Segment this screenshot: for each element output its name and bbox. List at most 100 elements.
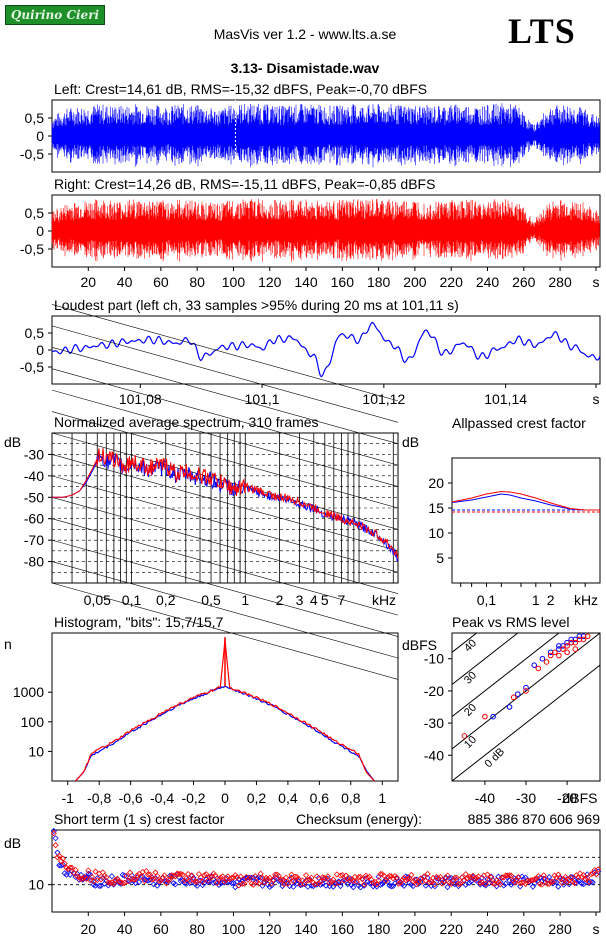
short-term-point-right bbox=[595, 866, 602, 873]
short-term-point-right bbox=[531, 876, 538, 883]
loudest-part-xtick-label: 101,08 bbox=[119, 391, 162, 407]
histogram-xtick-label: 0,6 bbox=[310, 790, 330, 806]
short-term-frame bbox=[51, 829, 601, 913]
short-term-point-right bbox=[313, 873, 320, 880]
short-term-point-right bbox=[513, 876, 520, 883]
histogram-xtick-label: 0,8 bbox=[341, 790, 361, 806]
short-term-point-right bbox=[468, 874, 475, 881]
short-term-point-right bbox=[333, 871, 340, 878]
short-term-point-right bbox=[584, 874, 591, 882]
short-term-point-right bbox=[373, 881, 380, 888]
peak-rms-point-left bbox=[506, 704, 513, 710]
short-term-point-left bbox=[333, 880, 340, 887]
short-term-point-left bbox=[96, 882, 103, 889]
short-term-point-left bbox=[386, 882, 393, 889]
spectrum-title: Normalized average spectrum, 310 frames bbox=[54, 414, 319, 430]
short-term-point-right bbox=[175, 870, 183, 878]
short-term-xtick-label: 20 bbox=[81, 921, 97, 937]
peak-rms-xtick-label: -40 bbox=[475, 790, 495, 806]
short-term-point-right bbox=[473, 874, 480, 882]
spectrum-slope-line bbox=[51, 496, 399, 595]
peak-rms-point-right bbox=[572, 639, 579, 646]
short-term-point-left bbox=[306, 876, 313, 883]
short-term-point-left bbox=[351, 879, 359, 886]
spectrum-ytick-label: -80 bbox=[24, 554, 44, 570]
short-term-point-right bbox=[54, 854, 61, 861]
short-term-point-right bbox=[444, 872, 451, 879]
short-term-point-right bbox=[402, 877, 409, 884]
short-term-point-right bbox=[587, 871, 594, 878]
short-term-point-right bbox=[257, 870, 264, 877]
short-term-point-right bbox=[185, 870, 192, 878]
short-term-point-right bbox=[201, 872, 208, 879]
peak-rms-point-left bbox=[490, 713, 496, 720]
right-waveform-ytick-label: -0,5 bbox=[20, 241, 44, 257]
spectrum-xtick-label: 0,05 bbox=[84, 592, 111, 608]
short-term-point-left bbox=[317, 881, 324, 888]
short-term-point-left bbox=[190, 874, 197, 881]
histogram-xtick-label: 0 bbox=[221, 790, 229, 806]
right-waveform-signal bbox=[51, 198, 600, 262]
short-term-point-right bbox=[404, 875, 411, 883]
histogram-series-left bbox=[75, 685, 375, 782]
spectrum-slope-line bbox=[51, 561, 399, 659]
peak-rms-point-left bbox=[514, 691, 521, 697]
short-term-point-left bbox=[346, 875, 353, 882]
right-waveform-xtick-label: 220 bbox=[440, 274, 464, 290]
peak-rms-xtick-label: -20 bbox=[557, 790, 577, 806]
short-term-point-left bbox=[578, 880, 585, 887]
spectrum-xtick-label: 2 bbox=[276, 592, 284, 608]
short-term-point-right bbox=[326, 880, 333, 887]
short-term-point-right bbox=[413, 881, 420, 888]
short-term-point-right bbox=[146, 871, 154, 878]
short-term-point-right bbox=[426, 879, 433, 886]
right-waveform-xtick-label: 160 bbox=[331, 274, 355, 290]
short-term-point-right bbox=[137, 873, 144, 880]
short-term-point-left bbox=[206, 878, 213, 885]
short-term-point-right bbox=[170, 872, 177, 879]
short-term-point-left bbox=[444, 883, 451, 891]
short-term-point-left bbox=[235, 876, 242, 883]
short-term-point-left bbox=[293, 880, 301, 887]
short-term-point-right bbox=[420, 873, 428, 880]
short-term-point-right bbox=[557, 875, 564, 882]
checksum-value: 885 386 870 606 969 bbox=[468, 811, 601, 827]
short-term-point-right bbox=[59, 855, 66, 862]
histogram-xtick-label: -0,4 bbox=[150, 790, 174, 806]
loudest-part-ytick-label: -0,5 bbox=[20, 359, 44, 375]
short-term-point-right bbox=[194, 878, 201, 885]
short-term-point-right bbox=[206, 873, 213, 880]
short-term-point-left bbox=[150, 881, 157, 888]
allpassed-ytick-label: 20 bbox=[428, 475, 444, 491]
short-term-point-right bbox=[593, 871, 600, 878]
short-term-point-right bbox=[79, 875, 86, 882]
peak-rms-crest-label: 30 bbox=[462, 669, 479, 686]
short-term-point-right bbox=[97, 876, 105, 883]
short-term-point-right bbox=[566, 877, 573, 884]
short-term-point-right bbox=[275, 872, 282, 879]
short-term-point-right bbox=[375, 877, 382, 884]
app-title: MasVis ver 1.2 - www.lts.a.se bbox=[213, 26, 397, 42]
short-term-point-right bbox=[498, 874, 506, 881]
short-term-point-right bbox=[148, 876, 155, 883]
short-term-point-right bbox=[244, 876, 252, 883]
short-term-point-left bbox=[97, 882, 105, 889]
short-term-point-right bbox=[346, 877, 353, 884]
short-term-point-left bbox=[215, 881, 223, 889]
left-waveform-signal bbox=[51, 103, 600, 168]
short-term-ytick-label: 10 bbox=[28, 877, 44, 893]
short-term-point-left bbox=[468, 878, 475, 885]
histogram-ytick-label: 1000 bbox=[13, 684, 44, 700]
short-term-point-right bbox=[335, 879, 342, 886]
short-term-point-right bbox=[177, 870, 184, 877]
short-term-point-right bbox=[488, 874, 495, 881]
short-term-point-right bbox=[437, 873, 444, 881]
histogram-ytick-label: 10 bbox=[28, 743, 44, 759]
short-term-point-right bbox=[279, 876, 286, 883]
short-term-point-right bbox=[161, 872, 168, 879]
short-term-point-right bbox=[322, 875, 330, 882]
short-term-point-right bbox=[359, 876, 366, 883]
short-term-point-left bbox=[219, 879, 226, 886]
short-term-point-right bbox=[535, 873, 542, 880]
short-term-point-right bbox=[518, 879, 526, 886]
